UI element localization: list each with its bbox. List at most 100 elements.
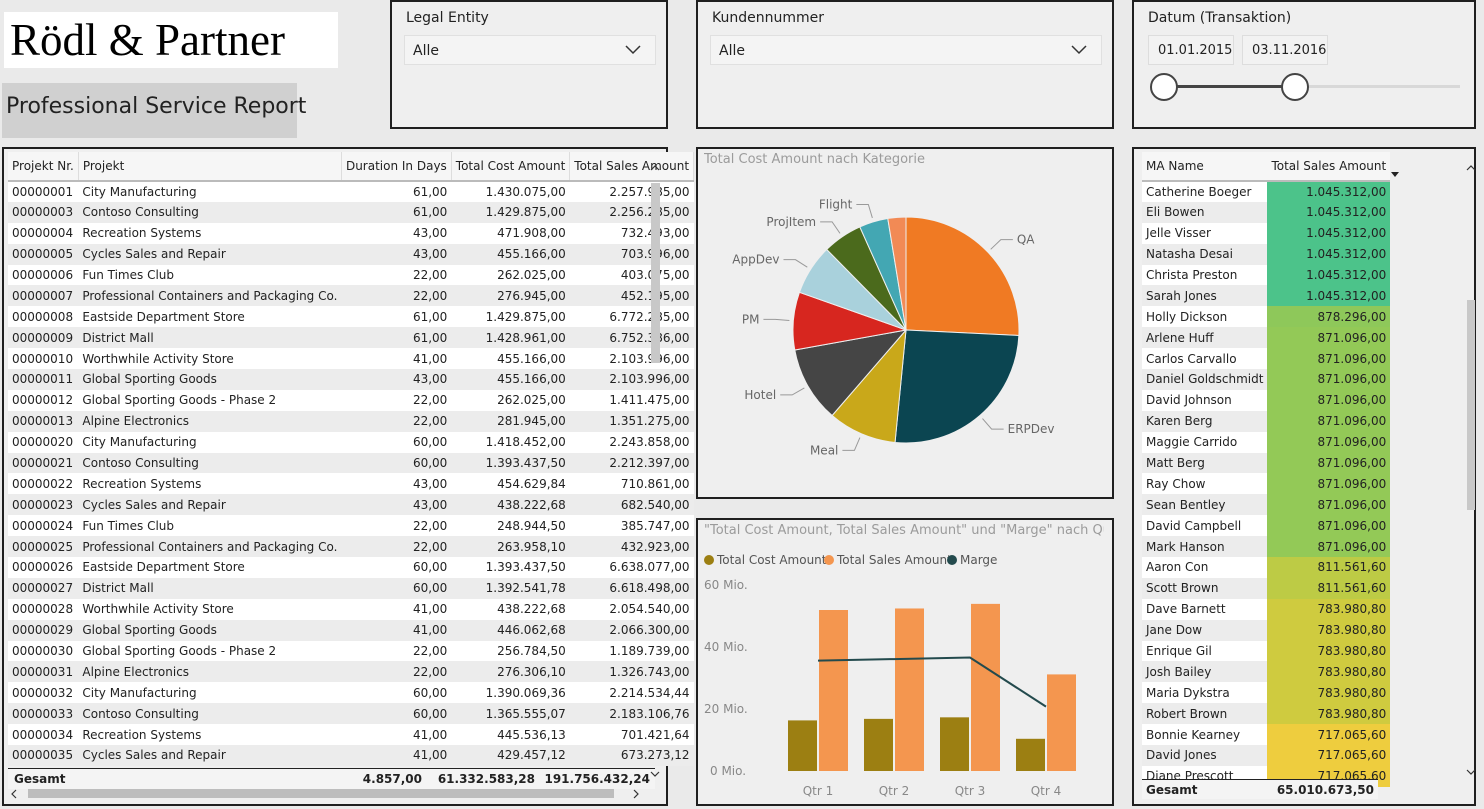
table-row[interactable]: Daniel Goldschmidt 871.096,00 (1142, 369, 1391, 390)
table-row[interactable]: 00000005 Cycles Sales and Repair 43,00 455.… (8, 243, 694, 265)
pie-slice[interactable] (905, 216, 1020, 337)
column-header-total-cost[interactable]: Total Cost Amount (451, 152, 571, 182)
table-row[interactable]: 00000011 Global Sporting Goods 43,00 455.16… (8, 369, 694, 390)
column-header-projekt[interactable]: Projekt (78, 152, 342, 182)
legal-entity-dropdown[interactable]: Alle (404, 35, 656, 65)
legend-marge[interactable]: Marge (947, 553, 997, 567)
scroll-up-icon[interactable] (650, 164, 660, 172)
column-header-ma-name[interactable]: MA Name (1142, 152, 1268, 182)
legend-total-sales[interactable]: Total Sales Amount (824, 553, 952, 567)
scroll-down-icon[interactable] (650, 770, 660, 778)
bar-total-cost[interactable] (864, 718, 893, 771)
bar-total-sales[interactable] (1047, 674, 1076, 771)
table-row[interactable]: 00000003 Contoso Consulting 61,00 1.429.875… (8, 201, 694, 223)
table-row[interactable]: Jane Dow 783.980,80 (1142, 619, 1391, 641)
bar-total-cost[interactable] (1016, 738, 1045, 771)
bar-total-sales[interactable] (895, 608, 924, 771)
table-row[interactable]: 00000007 Professional Containers and Pack… (8, 285, 694, 307)
scroll-up-icon[interactable] (1466, 164, 1476, 172)
ma-name-cell: Daniel Goldschmidt (1142, 369, 1268, 390)
table-row[interactable]: Christa Preston 1.045.312,00 (1142, 264, 1391, 286)
pie-slice[interactable] (894, 329, 1020, 444)
table-row[interactable]: 00000026 Eastside Department Store 60,00 1.… (8, 557, 694, 578)
pie-slice[interactable] (887, 216, 907, 331)
table-row[interactable]: Enrique Gil 783.980,80 (1142, 640, 1391, 662)
table-row[interactable]: Mark Hanson 871.096,00 (1142, 536, 1391, 558)
table-row[interactable]: Robert Brown 783.980,80 (1142, 703, 1391, 725)
table-row[interactable]: Natasha Desai 1.045.312,00 (1142, 243, 1391, 265)
total-duration: 4.857,00 (362, 772, 422, 786)
table-row[interactable]: David Campbell 871.096,00 (1142, 515, 1391, 537)
date-from-input[interactable]: 01.01.2015 (1148, 35, 1234, 65)
column-header-projekt-nr[interactable]: Projekt Nr. (8, 152, 79, 182)
column-header-total-sales[interactable]: Total Sales Amount (569, 152, 695, 182)
scroll-down-icon[interactable] (1466, 768, 1476, 776)
line-marge[interactable] (817, 656, 1047, 708)
scroll-right-icon[interactable] (632, 789, 640, 799)
bar-total-cost[interactable] (788, 720, 817, 771)
table-row[interactable]: 00000031 Alpine Electronics 22,00 276.306,1… (8, 661, 694, 683)
bar-total-sales[interactable] (971, 603, 1000, 771)
column-header-duration[interactable]: Duration In Days (341, 152, 452, 182)
project-table-vertical-scrollbar[interactable] (651, 183, 660, 363)
legend-total-cost[interactable]: Total Cost Amount (704, 553, 827, 567)
table-row[interactable]: 00000020 City Manufacturing 60,00 1.418.452… (8, 431, 694, 453)
table-row[interactable]: 00000009 District Mall 61,00 1.428.961,00 6.… (8, 327, 694, 349)
table-row[interactable]: 00000004 Recreation Systems 43,00 471.908,0… (8, 222, 694, 244)
kundennummer-dropdown[interactable]: Alle (710, 35, 1102, 65)
table-row[interactable]: 00000013 Alpine Electronics 22,00 281.945,0… (8, 410, 694, 432)
table-row[interactable]: Eli Bowen 1.045.312,00 (1142, 201, 1391, 223)
scroll-left-icon[interactable] (10, 789, 18, 799)
table-row[interactable]: 00000010 Worthwhile Activity Store 41,00 45… (8, 348, 694, 370)
table-row[interactable]: Aaron Con 811.561,60 (1142, 557, 1391, 578)
date-slider-start-handle[interactable] (1150, 73, 1178, 101)
table-row[interactable]: Catherine Boeger 1.045.312,00 (1142, 181, 1391, 202)
table-row[interactable]: 00000034 Recreation Systems 41,00 445.536,1… (8, 724, 694, 746)
table-row[interactable]: Scott Brown 811.561,60 (1142, 577, 1391, 599)
table-row[interactable]: Arlene Huff 871.096,00 (1142, 327, 1391, 349)
table-row[interactable]: Josh Bailey 783.980,80 (1142, 661, 1391, 683)
table-row[interactable]: 00000025 Professional Containers and Pack… (8, 536, 694, 558)
table-row[interactable]: Sean Bentley 871.096,00 (1142, 494, 1391, 516)
table-row[interactable]: Karen Berg 871.096,00 (1142, 410, 1391, 432)
table-row[interactable]: 00000027 District Mall 60,00 1.392.541,78 6.… (8, 577, 694, 599)
table-row[interactable]: Maggie Carrido 871.096,00 (1142, 431, 1391, 453)
table-row[interactable]: 00000035 Cycles Sales and Repair 41,00 429.… (8, 745, 694, 766)
table-cell: Recreation Systems (78, 222, 342, 244)
table-row[interactable]: 00000001 City Manufacturing 61,00 1.430.075… (8, 181, 694, 202)
table-row[interactable]: Bonnie Kearney 717.065,60 (1142, 724, 1391, 746)
table-row[interactable]: 00000021 Contoso Consulting 60,00 1.393.437… (8, 452, 694, 474)
table-row[interactable]: David Jones 717.065,60 (1142, 745, 1391, 766)
table-row[interactable]: 00000024 Fun Times Club 22,00 248.944,50 385… (8, 515, 694, 537)
project-table-horizontal-scrollbar[interactable] (28, 789, 614, 798)
pie-slice[interactable] (794, 329, 908, 417)
bar-total-cost[interactable] (940, 717, 969, 771)
table-row[interactable]: 00000028 Worthwhile Activity Store 41,00 43… (8, 598, 694, 620)
table-row[interactable]: Carlos Carvallo 871.096,00 (1142, 348, 1391, 370)
table-row[interactable]: 00000022 Recreation Systems 43,00 454.629,8… (8, 473, 694, 495)
table-row[interactable]: 00000008 Eastside Department Store 61,00 1.… (8, 306, 694, 328)
ma-sales-cell: 1.045.312,00 (1267, 264, 1391, 286)
bar-total-sales[interactable] (819, 610, 848, 771)
table-cell: 41,00 (341, 724, 452, 746)
table-row[interactable]: 00000023 Cycles Sales and Repair 43,00 438.… (8, 494, 694, 516)
table-row[interactable]: Sarah Jones 1.045.312,00 (1142, 285, 1391, 307)
table-row[interactable]: 00000033 Contoso Consulting 60,00 1.365.555… (8, 703, 694, 725)
column-header-ma-sales[interactable]: Total Sales Amount (1267, 152, 1400, 182)
table-row[interactable]: Maria Dykstra 783.980,80 (1142, 682, 1391, 704)
ma-table-vertical-scrollbar[interactable] (1467, 300, 1475, 510)
date-to-input[interactable]: 03.11.2016 (1242, 35, 1328, 65)
table-row[interactable]: Dave Barnett 783.980,80 (1142, 598, 1391, 620)
table-row[interactable]: Ray Chow 871.096,00 (1142, 473, 1391, 495)
table-row[interactable]: 00000032 City Manufacturing 60,00 1.390.069… (8, 682, 694, 704)
table-row[interactable]: Jelle Visser 1.045.312,00 (1142, 222, 1391, 244)
table-row[interactable]: David Johnson 871.096,00 (1142, 389, 1391, 411)
table-row[interactable]: Matt Berg 871.096,00 (1142, 452, 1391, 474)
table-row[interactable]: Holly Dickson 878.296,00 (1142, 306, 1391, 328)
date-slider-end-handle[interactable] (1281, 73, 1309, 101)
ma-name-cell: Natasha Desai (1142, 243, 1268, 265)
table-row[interactable]: 00000029 Global Sporting Goods 41,00 446.06… (8, 619, 694, 641)
